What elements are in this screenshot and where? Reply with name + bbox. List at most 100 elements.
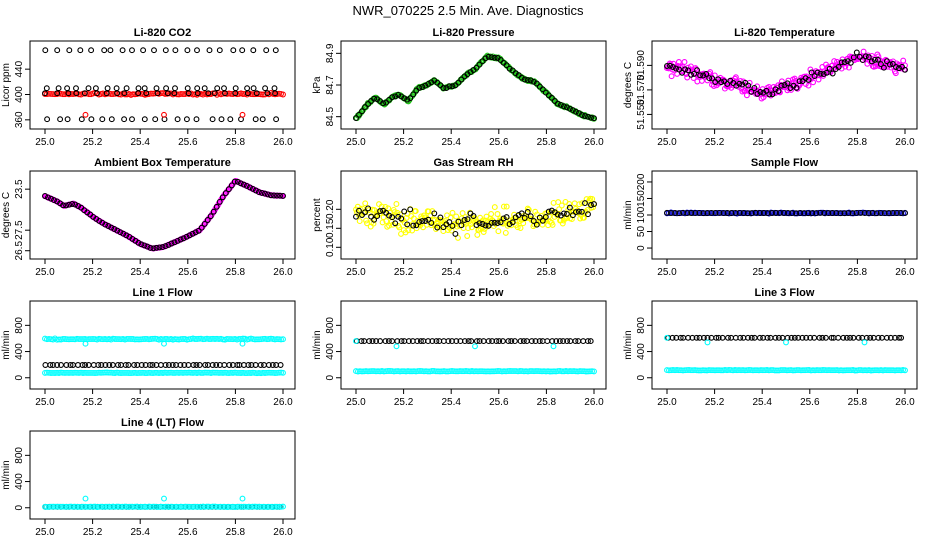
data-point [414,338,421,345]
x-tick-label: 25.0 [35,527,55,538]
data-point [461,368,467,375]
data-point [556,206,563,213]
data-point [56,503,62,510]
data-point [123,85,130,92]
data-point [82,340,89,347]
data-point [847,59,854,66]
data-point [79,362,86,368]
data-point [201,220,208,227]
data-point [88,47,95,54]
data-point [407,368,413,375]
data-point [379,219,386,226]
data-point [395,213,402,220]
data-point [212,336,218,342]
data-point [252,336,258,343]
data-point [94,90,100,97]
x-tick-label: 25.4 [130,527,150,538]
data-point [63,362,70,368]
data-point [176,369,182,376]
data-point [870,367,876,374]
data-point [501,368,507,375]
data-point [491,368,497,375]
data-point [789,210,796,217]
panel-title: Line 2 Flow [444,287,504,299]
panel-co2: Li-820 CO2 25.0 25.2 25.4 25.6 25.8 26.0 360 400… [1,27,296,148]
y-tick-label: 400 [14,473,25,490]
plot-frame [340,300,607,390]
data-point [252,503,258,510]
data-point [377,208,384,215]
data-point [760,210,767,216]
data-point [57,116,64,123]
data-point [98,503,104,510]
data-point [50,503,56,510]
data-point [744,367,750,374]
data-point [816,367,822,374]
data-point [261,190,268,197]
data-point [232,85,239,92]
data-point [668,210,674,217]
data-point [470,213,477,219]
data-point [748,210,755,217]
data-point [668,367,674,374]
data-point [153,85,160,92]
x-tick-label: 25.4 [130,267,150,278]
data-point [413,222,420,229]
data-point [124,335,130,342]
data-point [86,503,92,510]
data-point [882,367,888,374]
data-point [778,367,784,374]
data-point [164,503,170,510]
data-point [793,84,800,91]
data-point [676,210,683,217]
x-tick-label: 25.8 [848,137,868,148]
data-point [872,367,878,374]
data-point [204,217,211,223]
data-point [248,362,255,368]
data-point [393,368,399,375]
data-point [356,207,362,214]
data-point [112,503,118,510]
data-point [694,78,701,85]
data-point [852,367,858,374]
data-point [474,231,481,238]
data-point [841,210,848,217]
data-point [666,367,672,374]
data-point [263,47,270,54]
data-point [88,116,95,123]
data-point [66,201,73,208]
data-point [828,334,835,341]
data-point [219,194,226,201]
data-point [380,214,387,221]
data-point [532,338,539,345]
data-point [114,503,120,510]
data-point [868,58,875,65]
data-point [228,369,234,376]
data-point [443,368,449,375]
data-point [473,64,480,71]
data-point [132,91,138,98]
data-point [268,503,274,510]
data-point [840,334,847,341]
panel-title: Line 3 Flow [755,287,815,299]
data-point [412,208,419,215]
data-point [524,77,531,84]
data-point [589,368,595,375]
panel-boxtemp: Ambient Box Temperature 25.0 25.2 25.4 25.6 2… [1,157,296,278]
data-point [239,495,246,502]
data-point [894,367,900,374]
data-point [389,214,396,221]
data-point [386,212,393,219]
data-point [54,90,61,97]
data-point [846,367,852,374]
data-point [487,368,493,375]
data-point [62,503,68,510]
panel-line2: Line 2 Flow 25.0 25.2 25.4 25.6 25.8 26.0 0 400 8… [312,287,607,408]
data-point [75,203,82,209]
data-point [696,209,703,216]
data-point [161,111,167,118]
y-tick-label: 0.20 [325,199,336,219]
data-point [391,209,398,216]
data-point [178,336,184,343]
data-point [814,367,820,374]
